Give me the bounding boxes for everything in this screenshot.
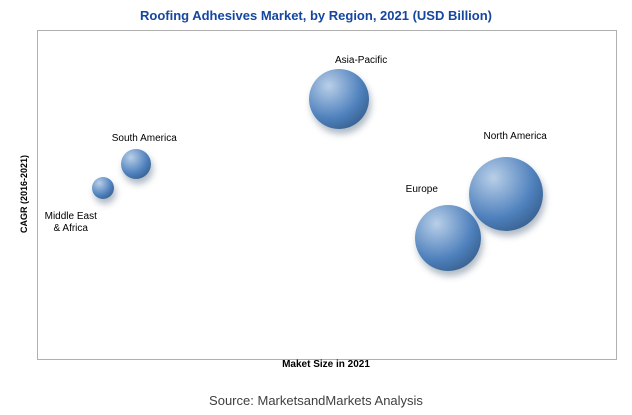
bubble-label-europe: Europe [405,183,438,195]
bubble-north-america [469,157,544,232]
bubble-label-north-america: North America [483,131,547,143]
plot-area: Asia-Pacific North America Europe South Ame… [37,30,617,360]
bubble-middle-east-africa [91,177,114,200]
y-axis-label: CAGR (2016-2021) [19,154,29,234]
source-text: MarketsandMarkets Analysis [257,393,423,408]
bubble-south-america [121,148,152,179]
bubble-label-south-america: South America [111,132,177,144]
source-note: Source: MarketsandMarkets Analysis [0,393,632,408]
source-prefix: Source: [209,393,254,408]
x-axis-label: Maket Size in 2021 [282,359,370,370]
bubble-europe [414,204,481,271]
bubble-label-middle-east-africa: Middle East & Africa [44,211,97,235]
chart-title: Roofing Adhesives Market, by Region, 202… [139,8,493,23]
bubble-asia-pacific [309,68,370,129]
bubble-label-asia-pacific: Asia-Pacific [335,54,388,66]
